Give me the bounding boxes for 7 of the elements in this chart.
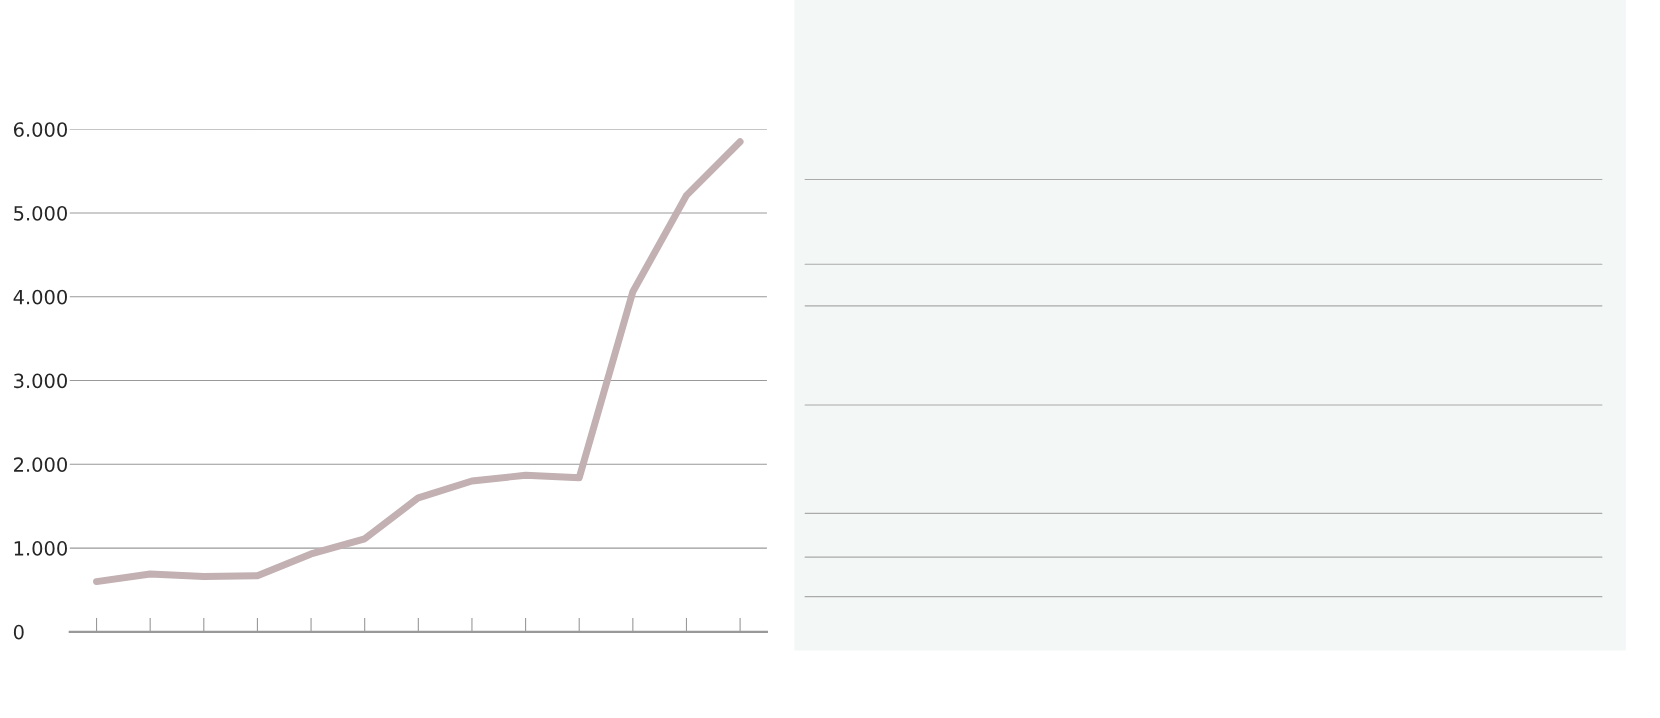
y-tick-label: 3.000 — [14, 373, 67, 389]
y-tick-label: 5.000 — [14, 205, 67, 221]
y-tick-label: 0 — [13, 624, 24, 640]
y-tick-label: 4.000 — [13, 289, 67, 305]
y-tick-label: 2.000 — [14, 457, 67, 472]
y-tick-label: 6.000 — [13, 122, 67, 137]
y-tick-label: 1.000 — [14, 541, 67, 556]
